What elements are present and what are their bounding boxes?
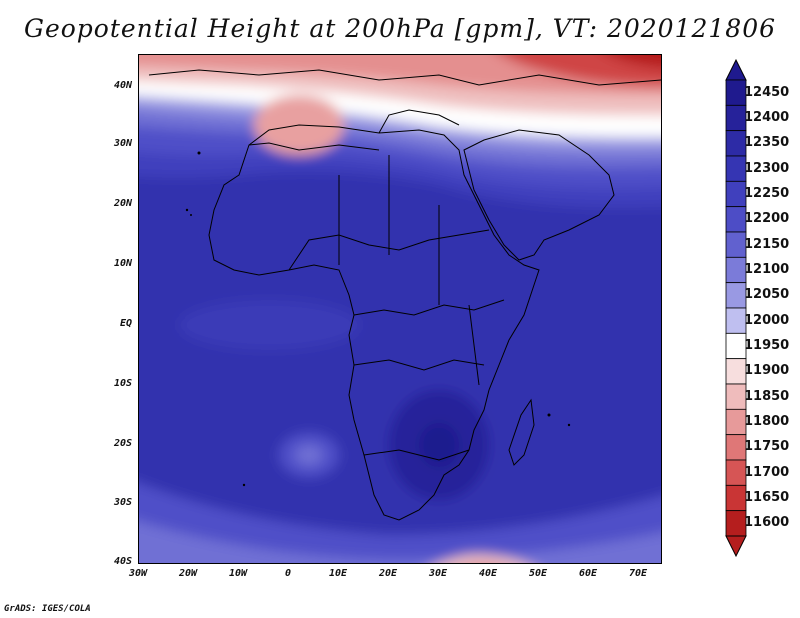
colorbar-box [725, 180, 747, 208]
lat-label-20s: 20S [113, 438, 132, 449]
colorbar-boxes [725, 58, 747, 558]
islands [185, 151, 571, 487]
lon-label-30w: 30W [128, 568, 148, 579]
lat-label-20n: 20N [113, 198, 132, 209]
colorbar-level-label: 12300 [744, 160, 790, 176]
lon-label-0: 0 [284, 568, 292, 579]
colorbar-box [725, 358, 747, 385]
colorbar-box [725, 307, 747, 334]
colorbar-level-label: 11650 [744, 490, 790, 505]
colorbar-level-label: 11800 [744, 414, 790, 429]
lon-label-50e: 50E [528, 568, 548, 579]
colorbar-box [725, 104, 747, 132]
lat-label-30n: 30N [113, 138, 132, 149]
lat-label-10n: 10N [113, 258, 132, 269]
lon-label-40e: 40E [478, 568, 498, 579]
lon-label-20w: 20W [178, 568, 198, 579]
lon-label-10e: 10E [328, 568, 348, 579]
colorbar-level-label: 12200 [744, 211, 790, 227]
colorbar-level-label: 11700 [744, 464, 790, 480]
colorbar-level-label: 11600 [744, 515, 790, 531]
lon-label-70e: 70E [628, 568, 648, 579]
colorbar-box [725, 434, 747, 461]
map-title: Geopotential Height at 200hPa [gpm], VT:… [23, 14, 777, 43]
colorbar-box [725, 256, 747, 284]
madagascar [508, 398, 535, 466]
footer-credit: GrADS: IGES/COLA [4, 604, 91, 614]
colorbar-level-label: 11950 [744, 338, 790, 353]
lon-label-60e: 60E [578, 568, 598, 579]
map-svg [139, 55, 661, 563]
colorbar-box [725, 510, 747, 537]
colorbar [725, 58, 747, 558]
colorbar-level-label: 12000 [744, 312, 790, 328]
colorbar-box [725, 282, 747, 309]
lat-label-eq: EQ [119, 318, 132, 329]
lat-label-10s: 10S [113, 378, 132, 389]
lon-label-30e: 30E [428, 568, 448, 579]
colorbar-box [725, 332, 747, 360]
colorbar-bottom-arrow [725, 535, 747, 558]
lon-label-20e: 20E [378, 568, 398, 579]
colorbar-box [725, 408, 747, 436]
contour-map [138, 54, 662, 564]
colorbar-box [725, 79, 747, 106]
lat-label-40s: 40S [113, 556, 132, 567]
colorbar-box [725, 231, 747, 258]
colorbar-box [725, 130, 747, 157]
lat-label-40n: 40N [113, 80, 132, 91]
colorbar-level-label: 12250 [744, 186, 790, 201]
colorbar-level-label: 12350 [744, 135, 790, 151]
lon-label-10w: 10W [228, 568, 248, 579]
colorbar-box [725, 206, 747, 233]
colorbar-top-arrow [725, 58, 747, 81]
height-field [139, 55, 661, 563]
colorbar-box [725, 459, 747, 486]
colorbar-box [725, 383, 747, 410]
coastlines [148, 69, 661, 521]
colorbar-level-label: 12400 [744, 110, 790, 125]
colorbar-level-label: 11900 [744, 363, 790, 379]
colorbar-level-label: 12050 [744, 287, 790, 303]
colorbar-level-label: 11850 [744, 388, 790, 404]
colorbar-box [725, 155, 747, 182]
colorbar-level-label: 12150 [744, 236, 790, 252]
lat-label-30s: 30S [113, 497, 132, 508]
colorbar-box [725, 484, 747, 512]
colorbar-level-label: 12100 [744, 262, 790, 277]
colorbar-level-label: 11750 [744, 439, 790, 455]
colorbar-level-label: 12450 [744, 84, 790, 100]
